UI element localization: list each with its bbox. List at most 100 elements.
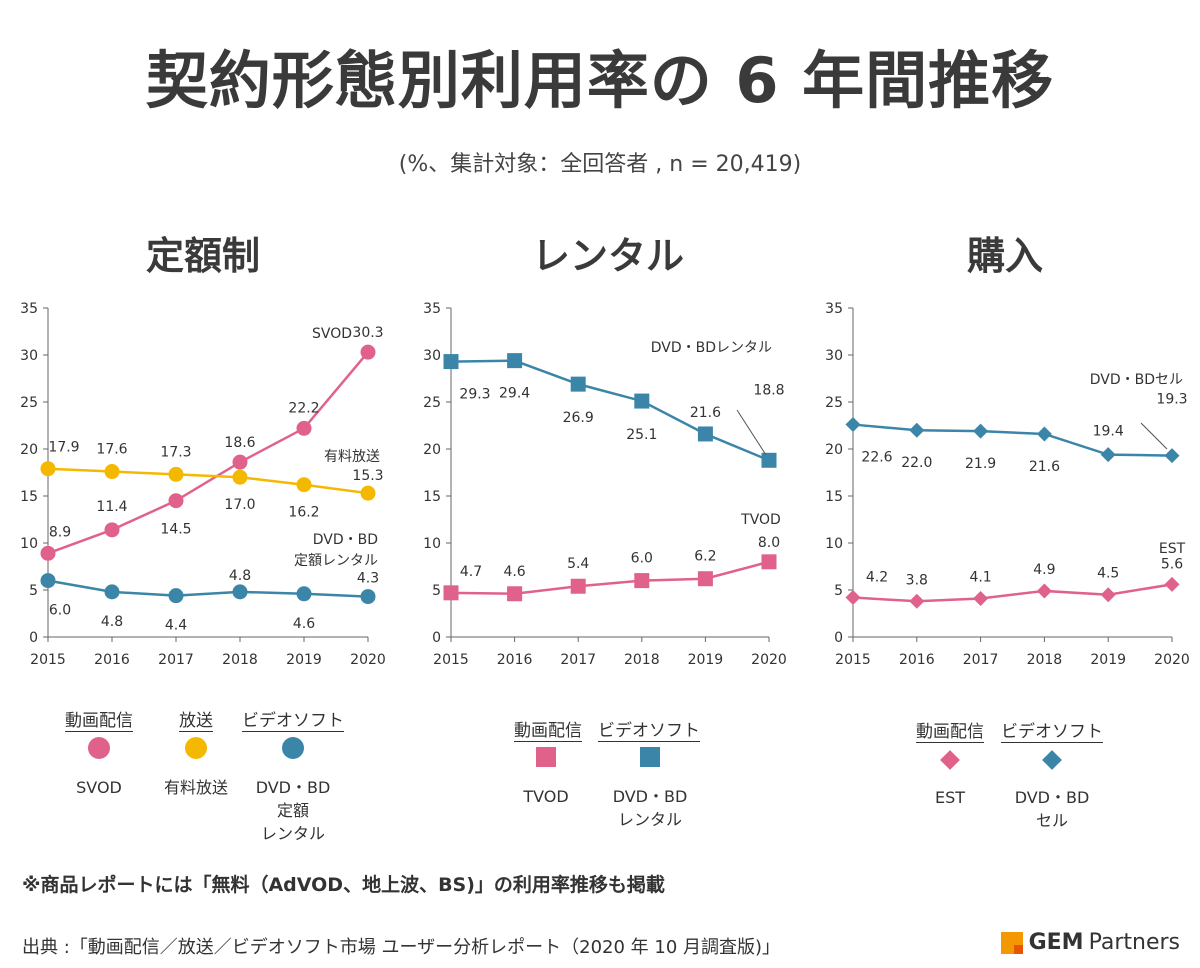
data-point [1100,447,1116,463]
data-label: 29.3 [459,387,490,403]
x-tick-label: 2020 [1154,652,1190,668]
x-tick-label: 2015 [30,652,66,668]
data-point [360,589,376,605]
data-point [909,593,925,609]
legend-marker [282,737,304,759]
data-label: 15.3 [352,468,383,484]
x-tick-label: 2017 [158,652,194,668]
legend-label: 有料放送 [163,778,229,797]
series-line [47,467,369,495]
data-label: 4.9 [1033,562,1055,578]
x-tick-label: 2020 [350,652,386,668]
data-point [168,466,184,482]
series-annotation: DVD・BD [313,532,378,548]
legend-marker [640,747,660,767]
data-label: 17.0 [224,497,255,513]
data-label: 22.6 [861,450,892,466]
legend-label: TVOD [523,787,569,806]
x-tick-label: 2018 [222,652,258,668]
y-tick-label: 0 [29,630,38,646]
data-point [296,420,312,436]
y-tick-label: 5 [29,583,38,599]
y-tick-label: 10 [423,536,441,552]
data-label: 6.0 [49,603,71,619]
data-point [104,522,120,538]
legend-category: ビデオソフト [242,711,344,731]
data-point [634,393,650,409]
brand-logo: GEM Partners [1000,930,1180,955]
series-line [852,423,1173,457]
data-label: 6.0 [631,551,653,567]
y-tick-label: 20 [423,442,441,458]
data-point [1100,587,1116,603]
data-point [845,417,861,433]
y-tick-label: 0 [834,630,843,646]
data-label: 4.5 [1097,566,1119,582]
y-tick-label: 35 [825,301,843,317]
data-label: 4.6 [293,616,315,632]
data-label: 5.6 [1161,556,1183,572]
series-line [450,359,770,462]
data-point [634,573,650,589]
data-point [697,426,713,442]
data-point [973,590,989,606]
data-label: 4.8 [229,568,251,584]
legend-label: EST [934,788,966,807]
x-tick-label: 2015 [835,652,871,668]
x-tick-label: 2019 [688,652,724,668]
x-tick-label: 2016 [94,652,130,668]
x-tick-label: 2019 [286,652,322,668]
y-tick-label: 15 [423,489,441,505]
data-point [507,586,523,602]
data-label: 30.3 [352,325,383,341]
data-label: 21.9 [965,456,996,472]
series-annotation: TVOD [740,512,781,528]
data-point [360,485,376,501]
data-point [973,423,989,439]
data-label: 26.9 [563,410,594,426]
brand-strong: GEM [1028,930,1084,955]
data-point [232,469,248,485]
y-tick-label: 0 [432,630,441,646]
data-label: 21.6 [690,405,721,421]
data-point [570,376,586,392]
y-tick-label: 10 [825,536,843,552]
legend-category: 動画配信 [916,722,984,742]
y-tick-label: 25 [825,395,843,411]
x-tick-label: 2017 [963,652,999,668]
data-point [1164,576,1180,592]
panel-title-purchase: 購入 [966,234,1043,278]
series-annotation: 定額レンタル [294,553,378,569]
data-point [40,545,56,561]
data-label: 4.4 [165,618,187,634]
data-point [360,344,376,360]
data-label: 29.4 [499,386,530,402]
data-label: 3.8 [906,572,928,588]
data-point [232,584,248,600]
data-label: 8.9 [49,524,71,540]
data-point [761,452,777,468]
y-tick-label: 20 [825,442,843,458]
series-annotation: DVD・BDセル [1090,372,1183,388]
legend-label: SVOD [76,778,122,797]
data-point [296,586,312,602]
data-label: 4.1 [969,569,991,585]
data-label: 17.6 [96,442,127,458]
series-annotation: 有料放送 [324,449,380,465]
y-tick-label: 35 [20,301,38,317]
legend-category: 動画配信 [514,721,582,741]
data-label: 4.7 [460,564,482,580]
series-line [450,560,770,596]
data-label: 5.4 [567,556,589,572]
y-tick-label: 5 [834,583,843,599]
y-tick-label: 20 [20,442,38,458]
x-tick-label: 2016 [899,652,935,668]
data-label: 18.8 [753,382,784,398]
y-tick-label: 30 [423,348,441,364]
series-annotation: EST [1159,541,1186,557]
legend-label: DVD・BD 定額 レンタル [255,778,331,843]
x-tick-label: 2015 [433,652,469,668]
x-tick-label: 2018 [1027,652,1063,668]
legend-marker [185,737,207,759]
brand-rest: Partners [1088,930,1180,955]
